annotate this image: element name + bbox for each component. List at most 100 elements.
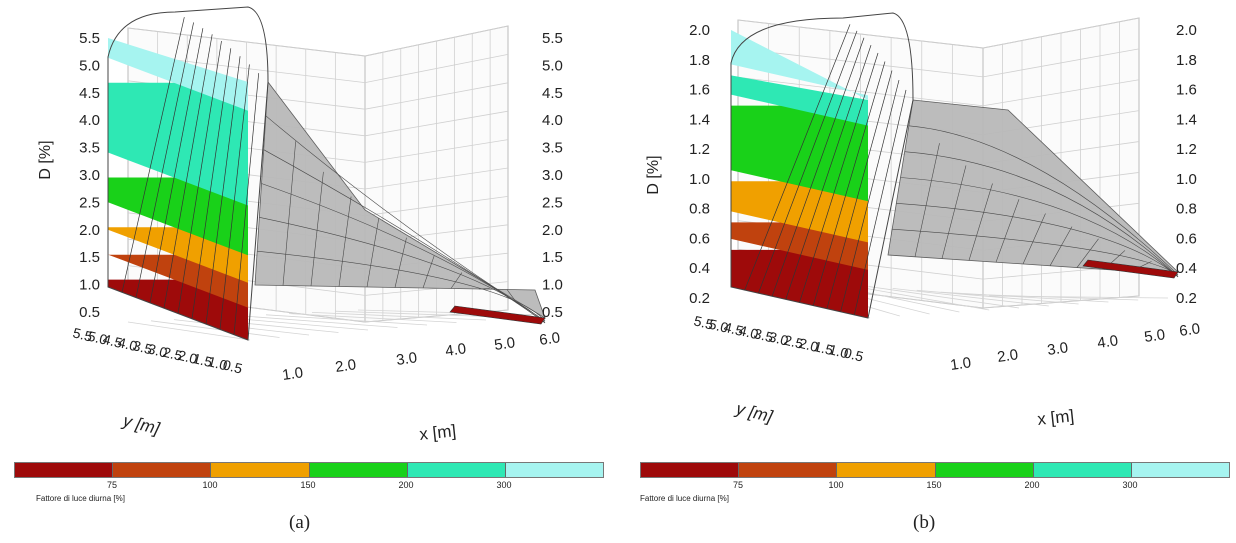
wall-mesh-line	[149, 28, 204, 303]
surface-mesh-line	[941, 165, 967, 259]
y-tick-label: 1.5	[812, 338, 835, 358]
z-tick-label-right: 5.0	[542, 57, 563, 74]
z-tick-label-right: 1.5	[542, 249, 563, 266]
y-axis-label: y [m]	[120, 411, 163, 439]
y-tick-label: 1.0	[827, 341, 850, 361]
z-tick-label-left: 5.0	[79, 57, 100, 74]
x-tick-label: 2.0	[996, 346, 1019, 366]
y-tick-label: 0.5	[221, 356, 244, 376]
y-tick-label: 3.0	[767, 328, 790, 348]
x-tick-label: 5.0	[493, 334, 516, 354]
surface-mesh-line	[257, 250, 546, 321]
x-tick-label: 2.0	[334, 356, 357, 376]
floor-gridline	[844, 284, 990, 311]
surface-plot-a: 0.5 0.51.0 1.01.5 1.52.0 2.02.5 2.53.0 3.03.5 3…	[37, 6, 563, 444]
surface-mesh-line	[338, 196, 352, 287]
z-tick-label-right: 0.6	[1176, 230, 1197, 247]
colorbar-band-6	[505, 463, 604, 477]
surface-mesh-line	[914, 143, 940, 257]
z-tick-label-left: 0.2	[689, 290, 710, 307]
wall-band-1	[731, 249, 868, 318]
wall-mesh-line	[758, 30, 858, 294]
z-tick-label-left: 2.0	[689, 22, 710, 39]
colorbar-tick-label: 200	[1024, 480, 1040, 490]
x-tick-label: 3.0	[1046, 339, 1069, 359]
colorbar-tick-label: 300	[1122, 480, 1138, 490]
wall-mesh-line	[785, 44, 872, 300]
wall-mesh-line	[177, 40, 222, 314]
surface-mesh-line	[1022, 213, 1046, 265]
z-tick-label-right: 5.5	[542, 30, 563, 47]
z-tick-label-right: 3.0	[542, 167, 563, 184]
colorbar-band-4	[935, 463, 1034, 477]
surface-mesh-line	[394, 237, 407, 288]
y-tick-label: 3.0	[146, 340, 169, 360]
wall-outline	[730, 12, 914, 319]
z-tick-label-left: 0.8	[689, 201, 710, 218]
z-tick-label-right: 2.0	[1176, 22, 1197, 39]
z-tick-label-right: 1.6	[1176, 82, 1197, 99]
colorbar-band-1	[641, 463, 740, 477]
colorbar-band-2	[113, 463, 212, 477]
z-axis-label: D [%]	[37, 140, 54, 179]
surface-mesh-line	[265, 115, 546, 322]
y-tick-label: 5.5	[71, 324, 94, 344]
y-tick-label: 4.5	[722, 319, 745, 339]
z-tick-label-left: 0.4	[689, 260, 710, 277]
wall-mesh-line	[771, 37, 865, 297]
surface-mesh-line	[506, 289, 518, 304]
surface-mesh-line	[1076, 238, 1099, 268]
y-tick-label: 4.0	[737, 322, 760, 342]
y-tick-label: 2.5	[782, 332, 805, 352]
wall-mesh-line	[121, 17, 185, 293]
x-tick-label: 3.0	[395, 349, 418, 369]
z-tick-label-right: 1.2	[1176, 141, 1197, 158]
wall-mesh-line	[205, 56, 241, 325]
wall-mesh-line	[233, 73, 260, 335]
wall-mesh-line	[135, 22, 194, 298]
surface-mesh-line	[450, 272, 463, 289]
y-tick-label: 2.0	[797, 335, 820, 355]
y-tick-label: 0.5	[842, 344, 865, 364]
z-axis-label: D [%]	[645, 155, 662, 194]
wall-band-3	[731, 181, 868, 243]
colorbar-band-6	[1131, 463, 1230, 477]
floor-gridline	[988, 295, 1169, 299]
y-tick-label: 3.5	[752, 325, 775, 345]
colorbar-title-a: Fattore di luce diurna [%]	[36, 494, 125, 503]
z-tick-label-right: 0.4	[1176, 260, 1197, 277]
colorbar-tick-label: 200	[398, 480, 414, 490]
colorbar-band-5	[1033, 463, 1132, 477]
z-tick-label-left: 1.8	[689, 52, 710, 69]
y-tick-label: 4.5	[101, 331, 124, 351]
z-tick-label-left: 1.2	[689, 141, 710, 158]
z-tick-label-left: 1.6	[689, 82, 710, 99]
colorbar-tick-label: 75	[732, 480, 744, 490]
surface-tail-band	[449, 305, 546, 325]
floor-gridline	[242, 315, 398, 328]
x-axis-label: x [m]	[418, 421, 457, 444]
z-tick-label-left: 3.5	[79, 140, 100, 157]
z-tick-label-left: 4.5	[79, 85, 100, 102]
y-tick-label: 3.5	[131, 337, 154, 357]
wall-mesh-line	[853, 89, 907, 315]
surface-mesh-line	[900, 177, 1179, 278]
y-tick-label: 2.5	[161, 344, 184, 364]
y-tick-label: 1.5	[191, 350, 214, 370]
y-tick-label: 2.0	[176, 347, 199, 367]
surface-mesh-line	[896, 203, 1179, 277]
colorbar-tick-label: 300	[496, 480, 512, 490]
y-tick-label: 5.0	[86, 328, 109, 348]
panel-label-a: (a)	[289, 512, 311, 533]
wall-band-4	[108, 177, 248, 256]
surface-mesh-line	[908, 125, 1179, 276]
chart-panel-b: 0.2 0.2 0.4 0.4 0.6 0.6 0.8 0.8 1.0 1.0 1.2 1.2 1.4 1…	[618, 0, 1236, 543]
y-tick-label: 1.0	[206, 353, 229, 373]
y-tick-label: 5.5	[692, 312, 715, 332]
floor-gridline	[311, 312, 487, 321]
floor-gridline	[892, 288, 1049, 307]
z-tick-label-left: 1.5	[79, 249, 100, 266]
z-tick-label-right: 1.8	[1176, 52, 1197, 69]
x-tick-label: 1.0	[949, 354, 972, 374]
x-axis-label: x [m]	[1036, 406, 1075, 429]
